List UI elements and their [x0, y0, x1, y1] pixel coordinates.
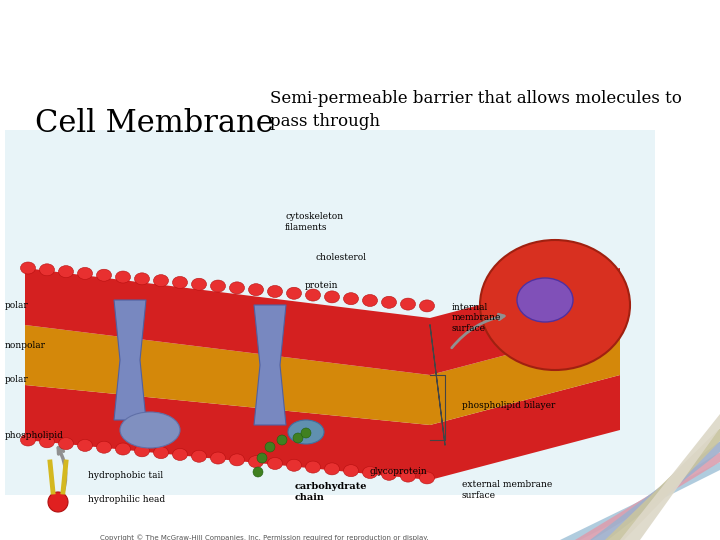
Text: cytoskeleton
filaments: cytoskeleton filaments	[285, 212, 343, 232]
Ellipse shape	[78, 267, 92, 279]
Ellipse shape	[268, 457, 282, 469]
Ellipse shape	[305, 289, 320, 301]
Ellipse shape	[400, 298, 415, 310]
Ellipse shape	[325, 463, 340, 475]
Ellipse shape	[40, 264, 55, 276]
Ellipse shape	[517, 278, 573, 322]
Ellipse shape	[288, 420, 324, 444]
Bar	[5, 130, 655, 495]
Ellipse shape	[265, 442, 275, 452]
Ellipse shape	[230, 282, 245, 294]
Ellipse shape	[382, 296, 397, 308]
Ellipse shape	[248, 456, 264, 468]
Text: internal
membrane
surface: internal membrane surface	[452, 303, 501, 333]
Ellipse shape	[153, 447, 168, 458]
Polygon shape	[590, 441, 720, 540]
Ellipse shape	[343, 293, 359, 305]
Ellipse shape	[40, 436, 55, 448]
Ellipse shape	[173, 448, 187, 461]
Ellipse shape	[115, 443, 130, 455]
Text: Copyright © The McGraw-Hill Companies, Inc. Permission required for reproduction: Copyright © The McGraw-Hill Companies, I…	[100, 534, 428, 540]
Ellipse shape	[362, 467, 377, 478]
Ellipse shape	[382, 468, 397, 480]
Ellipse shape	[135, 445, 150, 457]
Ellipse shape	[120, 412, 180, 448]
Polygon shape	[575, 452, 720, 540]
Text: polar: polar	[5, 375, 29, 384]
Ellipse shape	[48, 492, 68, 512]
Text: hydrophilic head: hydrophilic head	[88, 496, 165, 504]
Ellipse shape	[287, 459, 302, 471]
Text: external membrane
surface: external membrane surface	[462, 480, 552, 500]
Ellipse shape	[305, 461, 320, 473]
Polygon shape	[25, 375, 620, 480]
Ellipse shape	[362, 294, 377, 307]
Text: phospholipid bilayer: phospholipid bilayer	[462, 401, 555, 409]
Text: carbohydrate
chain: carbohydrate chain	[295, 482, 367, 502]
Ellipse shape	[343, 465, 359, 477]
Text: protein: protein	[305, 280, 338, 289]
Polygon shape	[254, 305, 286, 425]
Ellipse shape	[96, 441, 112, 453]
Text: Semi-permeable barrier that allows molecules to
pass through: Semi-permeable barrier that allows molec…	[270, 90, 682, 131]
Ellipse shape	[230, 454, 245, 466]
Ellipse shape	[325, 291, 340, 303]
Ellipse shape	[96, 269, 112, 281]
Polygon shape	[25, 325, 620, 425]
Ellipse shape	[58, 437, 73, 450]
Polygon shape	[620, 414, 720, 540]
Ellipse shape	[173, 276, 187, 288]
Ellipse shape	[480, 240, 630, 370]
Ellipse shape	[301, 428, 311, 438]
Ellipse shape	[20, 434, 35, 446]
Text: Cell Membrane: Cell Membrane	[35, 108, 274, 139]
Polygon shape	[605, 428, 720, 540]
Ellipse shape	[135, 273, 150, 285]
Ellipse shape	[210, 280, 225, 292]
Ellipse shape	[192, 278, 207, 290]
Text: cholesterol: cholesterol	[315, 253, 366, 262]
Ellipse shape	[287, 287, 302, 299]
Text: polar: polar	[5, 300, 29, 309]
Text: phospholipid: phospholipid	[5, 430, 64, 440]
Ellipse shape	[153, 275, 168, 287]
Ellipse shape	[420, 300, 434, 312]
Ellipse shape	[420, 472, 434, 484]
Text: glycoprotein: glycoprotein	[370, 468, 428, 476]
Ellipse shape	[293, 433, 303, 443]
Polygon shape	[25, 268, 620, 375]
Ellipse shape	[58, 266, 73, 278]
Ellipse shape	[20, 262, 35, 274]
Text: nonpolar: nonpolar	[5, 341, 46, 349]
Ellipse shape	[277, 435, 287, 445]
Ellipse shape	[192, 450, 207, 462]
Ellipse shape	[248, 284, 264, 296]
Ellipse shape	[268, 286, 282, 298]
Ellipse shape	[78, 440, 92, 451]
Ellipse shape	[210, 452, 225, 464]
Text: hydrophobic tail: hydrophobic tail	[88, 471, 163, 481]
Ellipse shape	[115, 271, 130, 283]
Polygon shape	[560, 462, 720, 540]
Ellipse shape	[400, 470, 415, 482]
Polygon shape	[114, 300, 146, 420]
Ellipse shape	[253, 467, 263, 477]
Ellipse shape	[257, 453, 267, 463]
